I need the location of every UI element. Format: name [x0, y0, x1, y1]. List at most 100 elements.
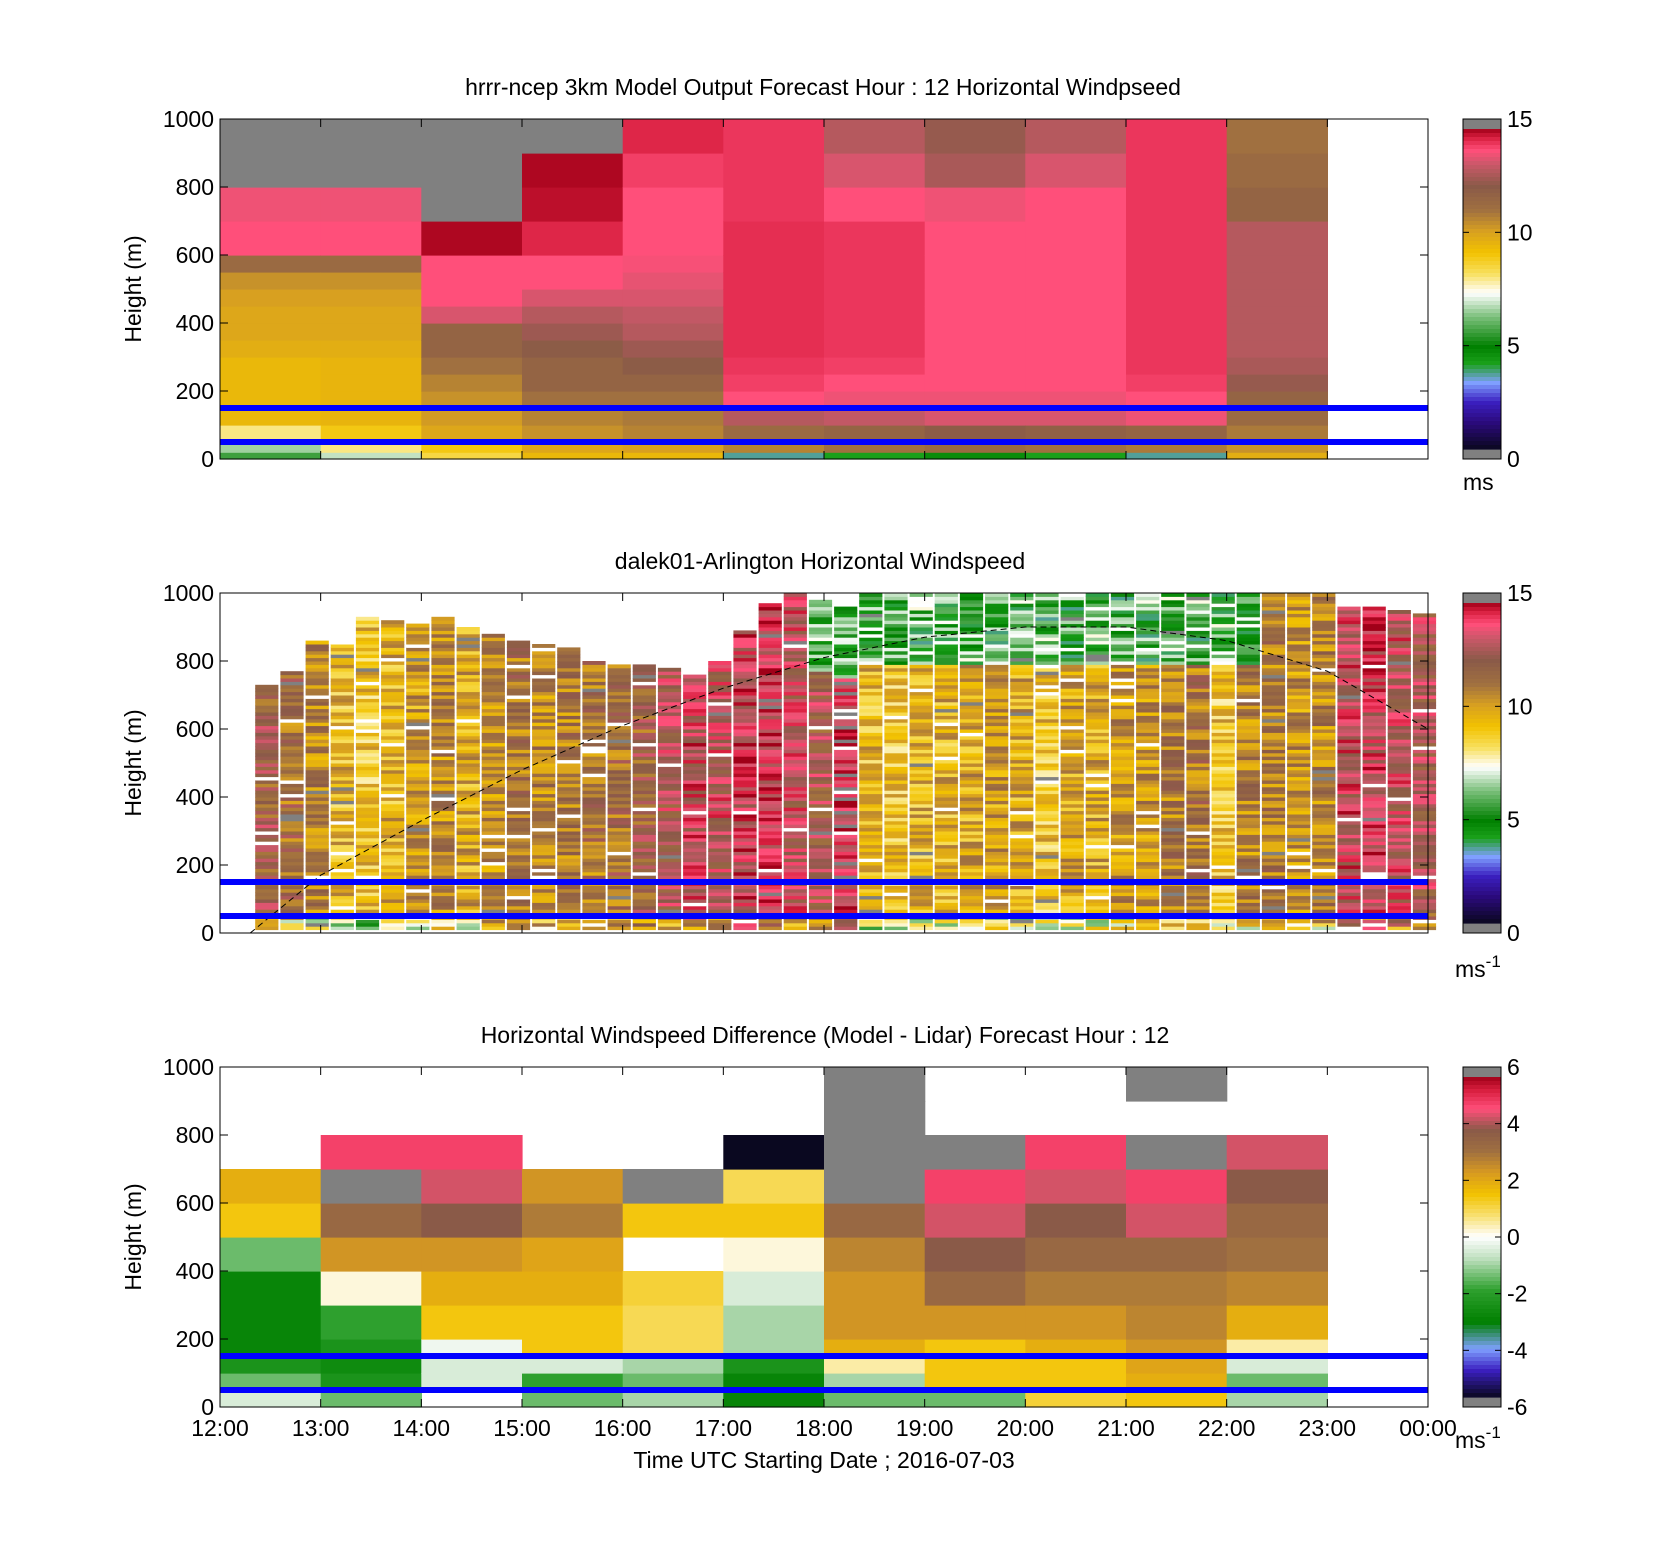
lidar-cell: [657, 688, 682, 693]
lidar-cell: [808, 844, 833, 849]
lidar-cell: [1136, 729, 1160, 733]
lidar-cell: [305, 647, 329, 652]
lidar-cell: [1161, 756, 1185, 761]
lidar-cell: [406, 732, 430, 737]
lidar-cell: [1161, 875, 1185, 880]
lidar-cell: [431, 644, 455, 648]
lidar-cell: [381, 902, 405, 907]
lidar-cell: [1236, 797, 1260, 801]
lidar-cell: [808, 841, 833, 846]
model-cell: [1126, 119, 1228, 154]
lidar-cell: [934, 837, 958, 842]
colorbar-step: [1463, 1153, 1501, 1158]
lidar-cell: [657, 773, 682, 778]
lidar-cell: [456, 654, 480, 659]
lidar-cell: [582, 667, 606, 672]
lidar-cell: [1261, 599, 1286, 604]
lidar-cell: [255, 769, 279, 774]
lidar-cell: [557, 684, 581, 689]
lidar-cell: [859, 596, 883, 601]
lidar-cell: [255, 729, 279, 733]
lidar-cell: [859, 905, 883, 910]
lidar-cell: [934, 691, 958, 696]
lidar-cell: [506, 691, 531, 696]
lidar-cell: [884, 875, 908, 880]
lidar-cell: [657, 871, 682, 876]
lidar-cell: [1186, 868, 1210, 873]
colorbar-step: [1463, 249, 1501, 254]
lidar-cell: [733, 732, 757, 737]
model-cell: [1025, 374, 1127, 392]
lidar-cell: [506, 837, 531, 842]
lidar-cell: [808, 892, 833, 897]
lidar-cell: [1085, 691, 1109, 696]
lidar-cell: [1261, 627, 1286, 631]
lidar-cell: [884, 837, 908, 842]
lidar-cell: [859, 640, 883, 645]
lidar-cell: [657, 899, 682, 903]
lidar-cell: [607, 722, 631, 727]
lidar-cell: [355, 766, 380, 771]
colorbar-step: [1463, 875, 1501, 880]
colorbar-step: [1463, 1145, 1501, 1150]
lidar-cell: [1287, 885, 1311, 890]
lidar-cell: [506, 786, 531, 791]
difference-cell: [220, 1339, 322, 1357]
lidar-cell: [456, 902, 480, 907]
lidar-cell: [733, 895, 757, 900]
lidar-cell: [381, 926, 405, 931]
lidar-cell: [1060, 684, 1084, 689]
lidar-cell: [1312, 712, 1336, 716]
lidar-cell: [532, 695, 556, 699]
lidar-cell: [733, 763, 757, 767]
lidar-cell: [959, 926, 984, 931]
lidar-cell: [506, 667, 531, 672]
y-tick-label: 600: [176, 242, 214, 268]
lidar-cell: [1161, 892, 1185, 897]
lidar-cell: [1387, 919, 1411, 924]
lidar-cell: [1211, 705, 1235, 710]
x-tick-labels: 12:00 13:00 14:00 15:00 16:00 17:00 18:00 19:00…: [191, 1415, 1457, 1441]
lidar-cell: [481, 786, 505, 791]
lidar-cell: [1362, 684, 1386, 689]
lidar-cell: [1136, 674, 1160, 679]
lidar-cell: [657, 786, 682, 791]
lidar-cell: [859, 773, 883, 778]
lidar-cell: [959, 637, 984, 642]
lidar-cell: [1412, 888, 1437, 893]
lidar-cell: [1312, 783, 1336, 788]
lidar-cell: [1035, 820, 1059, 825]
lidar-cell: [934, 695, 958, 699]
lidar-cell: [758, 678, 782, 682]
difference-cell: [924, 1237, 1026, 1272]
lidar-cell: [783, 593, 807, 597]
colorbar-step: [1463, 835, 1501, 840]
lidar-cell: [934, 674, 958, 679]
lidar-cell: [934, 786, 958, 791]
lidar-cell: [481, 701, 505, 706]
lidar-cell: [406, 892, 430, 897]
lidar-cell: [1161, 647, 1185, 652]
colorbar-step: [1463, 349, 1501, 354]
lidar-cell: [481, 810, 505, 815]
lidar-cell: [959, 892, 984, 897]
colorbar-step: [1463, 273, 1501, 278]
lidar-cell: [582, 885, 606, 890]
colorbar-step: [1463, 141, 1501, 146]
lidar-cell: [733, 746, 757, 750]
lidar-cell: [481, 715, 505, 720]
lidar-cell: [1287, 793, 1311, 798]
lidar-cell: [557, 647, 581, 652]
lidar-cell: [985, 759, 1009, 764]
model-cell: [622, 221, 724, 256]
lidar-cell: [607, 817, 631, 822]
lidar-cell: [381, 684, 405, 689]
model-cell: [1226, 323, 1328, 341]
lidar-cell: [632, 841, 656, 846]
lidar-cell: [1337, 705, 1361, 710]
lidar-cell: [1362, 647, 1386, 652]
lidar-cell: [1085, 627, 1109, 631]
lidar-cell: [632, 919, 656, 924]
lidar-cell: [884, 742, 908, 747]
